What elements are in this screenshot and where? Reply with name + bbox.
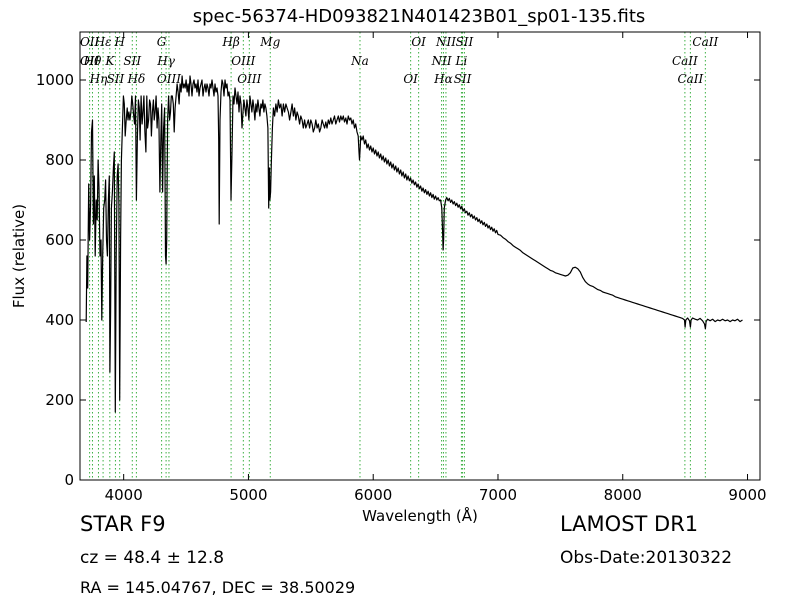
object-class: STAR F9 (80, 512, 166, 536)
line-marker-label: Hβ (221, 35, 239, 49)
redshift-value: cz = 48.4 ± 12.8 (80, 548, 225, 568)
y-tick-label: 800 (45, 151, 74, 169)
line-marker-labels: OIIOIIHθHηHεKSIIHSIIHδGHγOIIIHβOIIIOIIIM… (80, 35, 719, 86)
line-markers (89, 32, 706, 480)
x-tick-label: 9000 (728, 486, 766, 504)
y-tick-label: 0 (64, 471, 74, 489)
line-marker-label: CaII (677, 72, 703, 86)
chart-title: spec-56374-HD093821N401423B01_sp01-135.f… (193, 6, 646, 27)
y-tick-label: 1000 (36, 71, 74, 89)
line-marker-label: CaII (672, 54, 698, 68)
line-marker-label: OI (403, 72, 418, 86)
x-tick-label: 4000 (105, 486, 143, 504)
line-marker-label: Hε (94, 35, 112, 49)
line-marker-label: SII (454, 72, 472, 86)
coordinates: RA = 145.04767, DEC = 38.50029 (80, 578, 356, 597)
line-marker-label: OII (80, 54, 100, 68)
x-tick-label: 6000 (354, 486, 392, 504)
y-tick-label: 200 (45, 391, 74, 409)
y-axis-label: Flux (relative) (10, 204, 28, 308)
line-marker-label: Hα (433, 72, 453, 86)
y-tick-label: 400 (45, 311, 74, 329)
y-axis-ticks: 0 200 400 600 800 1000 (36, 71, 760, 489)
line-marker-label: Hδ (127, 72, 146, 86)
x-tick-label: 8000 (604, 486, 642, 504)
y-tick-label: 600 (45, 231, 74, 249)
line-marker-label: SII (107, 72, 125, 86)
line-marker-label: NII (431, 54, 452, 68)
line-marker-label: OIII (237, 72, 261, 86)
spectrum-line-group (85, 75, 743, 413)
line-marker-label: Hθ (83, 54, 102, 68)
line-marker-label: OII (80, 35, 100, 49)
line-marker-label: K (104, 54, 115, 68)
line-marker-label: NII (435, 35, 456, 49)
line-marker-label: H (113, 35, 125, 49)
spectrum-line (85, 75, 743, 413)
line-marker-label: Na (350, 54, 369, 68)
line-marker-label: G (157, 35, 167, 49)
line-marker-label: OIII (157, 72, 181, 86)
line-marker-label: CaII (692, 35, 718, 49)
line-marker-label: Li (455, 54, 468, 68)
line-marker-label: OI (411, 35, 426, 49)
line-marker-label: Hγ (156, 54, 175, 68)
line-marker-label: OIII (231, 54, 255, 68)
line-marker-label: Mg (259, 35, 280, 49)
survey-name: LAMOST DR1 (560, 512, 699, 536)
line-marker-label: SII (123, 54, 141, 68)
plot-frame (79, 31, 761, 481)
x-axis-label: Wavelength (Å) (362, 506, 478, 525)
x-axis-ticks: 4000 5000 6000 7000 8000 9000 (105, 32, 767, 504)
x-tick-label: 7000 (479, 486, 517, 504)
observation-date: Obs-Date:20130322 (560, 548, 733, 568)
line-marker-label: Hη (89, 72, 108, 86)
line-marker-label: SII (456, 35, 474, 49)
x-tick-label: 5000 (229, 486, 267, 504)
